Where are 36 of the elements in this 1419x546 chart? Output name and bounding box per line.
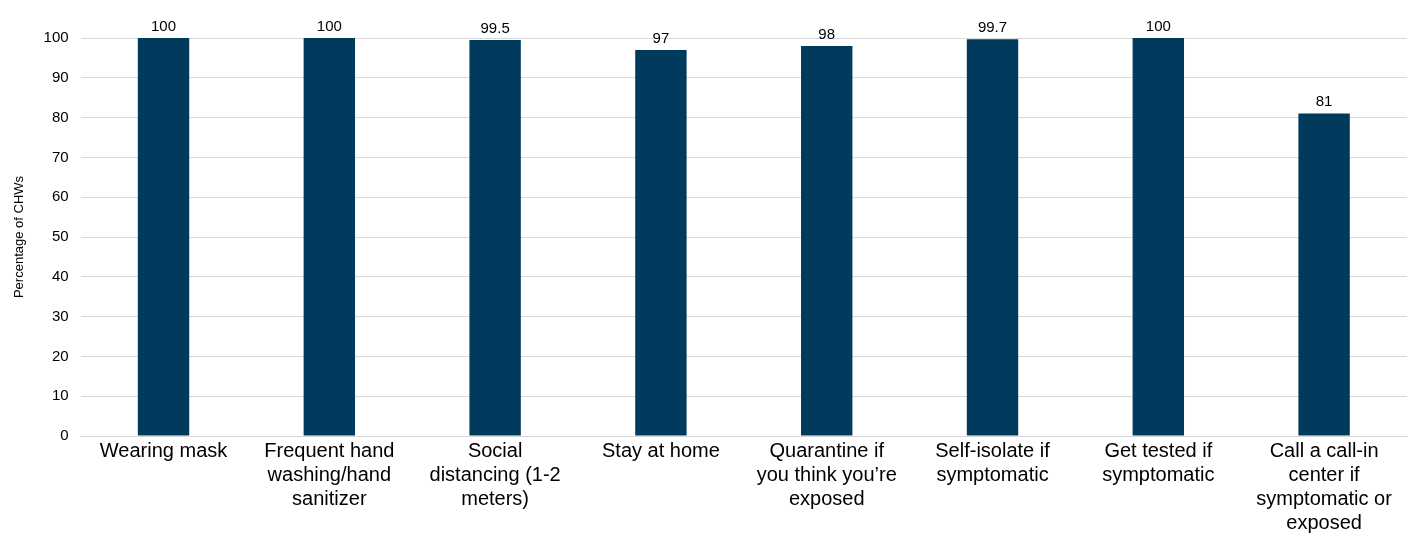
y-tick-label: 90 xyxy=(51,67,69,85)
bar xyxy=(1132,38,1184,436)
data-label: 100 xyxy=(151,16,177,34)
y-axis-title: Percentage of CHWs xyxy=(11,175,27,299)
bar xyxy=(801,45,853,436)
y-tick-label: 70 xyxy=(51,147,69,165)
bar xyxy=(1298,113,1350,436)
x-tick-label: Self-isolate if symptomatic xyxy=(935,438,1051,485)
x-tick-label: Quarantine if you think you’re exposed xyxy=(756,438,897,509)
x-tick-label: Wearing mask xyxy=(99,438,229,461)
data-label: 99.7 xyxy=(977,17,1008,35)
y-tick-label: 0 xyxy=(60,426,69,444)
data-label: 99.5 xyxy=(480,18,510,36)
bar xyxy=(635,49,687,436)
bar xyxy=(303,38,356,436)
data-label: 98 xyxy=(818,24,836,42)
bar xyxy=(966,39,1019,436)
y-tick-label: 40 xyxy=(51,266,69,284)
y-tick-label: 30 xyxy=(51,306,69,324)
data-label: 81 xyxy=(1315,92,1333,110)
data-label: 97 xyxy=(652,28,670,46)
y-tick-label: 80 xyxy=(51,107,69,125)
y-tick-label: 10 xyxy=(51,386,69,404)
y-tick-label: 20 xyxy=(51,346,69,364)
bar xyxy=(137,38,190,436)
data-label: 100 xyxy=(1145,16,1171,34)
data-label: 100 xyxy=(316,16,342,34)
x-tick-label: Call a call-in center if symptomatic or exposed xyxy=(1256,438,1393,533)
bar xyxy=(469,39,521,436)
x-tick-label: Get tested if symptomatic xyxy=(1102,438,1215,485)
x-tick-label: Social distancing (1-2 meters) xyxy=(429,438,561,509)
y-tick-label: 100 xyxy=(43,28,69,46)
y-tick-label: 60 xyxy=(51,187,69,205)
y-tick-label: 50 xyxy=(51,227,69,245)
x-tick-label: Frequent hand washing/hand sanitizer xyxy=(264,438,395,509)
x-tick-label: Stay at home xyxy=(601,438,720,461)
